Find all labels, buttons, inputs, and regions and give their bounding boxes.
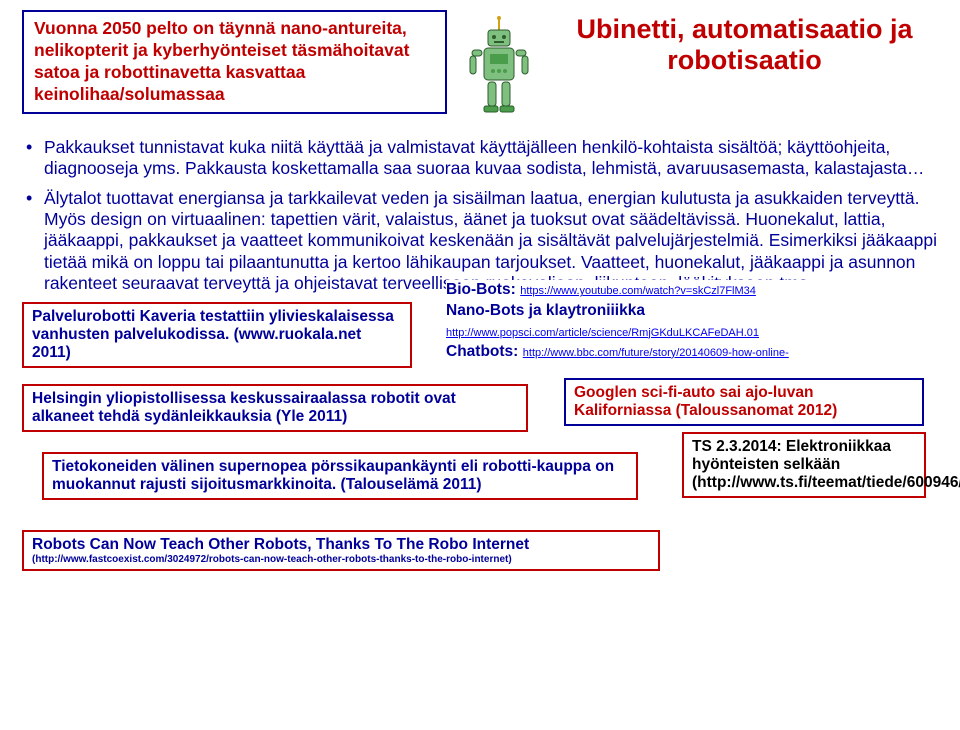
robots-teach-url: (http://www.fastcoexist.com/3024972/robo… (32, 554, 650, 565)
biobots-label: Bio-Bots: (446, 281, 516, 298)
bullet-text: Älytalot tuottavat energiansa ja tarkkai… (44, 188, 937, 293)
lower-boxes-area: Bio-Bots: https://www.youtube.com/watch?… (22, 302, 942, 602)
helsinki-box: Helsingin yliopistollisessa keskussairaa… (22, 384, 528, 432)
heading-text: Ubinetti, automatisaatio ja robotisaatio (576, 14, 912, 75)
robot-icon (455, 10, 543, 131)
google-text: Googlen sci-fi-auto sai ajo-luvan Kalifo… (574, 384, 837, 419)
bullet-list: Pakkaukset tunnistavat kuka niitä käyttä… (22, 137, 942, 294)
robots-teach-box: Robots Can Now Teach Other Robots, Thank… (22, 530, 660, 571)
helsinki-text: Helsingin yliopistollisessa keskussairaa… (32, 390, 456, 425)
robots-teach-title: Robots Can Now Teach Other Robots, Thank… (32, 536, 650, 554)
bullet-item: Pakkaukset tunnistavat kuka niitä käyttä… (22, 137, 942, 180)
intro-box: Vuonna 2050 pelto on täynnä nano-anturei… (22, 10, 447, 114)
links-block: Bio-Bots: https://www.youtube.com/watch?… (446, 280, 922, 362)
bullet-item: Älytalot tuottavat energiansa ja tarkkai… (22, 188, 942, 295)
slide-heading: Ubinetti, automatisaatio ja robotisaatio (551, 10, 942, 76)
nanobots-link[interactable]: http://www.popsci.com/article/science/Rm… (446, 327, 759, 339)
chatbots-link[interactable]: http://www.bbc.com/future/story/20140609… (523, 347, 789, 359)
bullet-text: Pakkaukset tunnistavat kuka niitä käyttä… (44, 137, 924, 178)
ts-box: TS 2.3.2014: Elektroniikkaa hyönteisten … (682, 432, 926, 498)
porssikauppa-text: Tietokoneiden välinen supernopea pörssik… (52, 458, 614, 493)
top-row: Vuonna 2050 pelto on täynnä nano-anturei… (22, 10, 942, 131)
google-box: Googlen sci-fi-auto sai ajo-luvan Kalifo… (564, 378, 924, 426)
ts-text: TS 2.3.2014: Elektroniikkaa hyönteisten … (692, 438, 960, 491)
porssikauppa-box: Tietokoneiden välinen supernopea pörssik… (42, 452, 638, 500)
palvelurobotti-box: Palvelurobotti Kaveria testattiin ylivie… (22, 302, 412, 368)
nanobots-label: Nano-Bots ja klaytroniiikka (446, 302, 645, 319)
intro-text: Vuonna 2050 pelto on täynnä nano-anturei… (34, 18, 409, 104)
palvelurobotti-text: Palvelurobotti Kaveria testattiin ylivie… (32, 308, 394, 361)
chatbots-label: Chatbots: (446, 343, 518, 360)
biobots-link[interactable]: https://www.youtube.com/watch?v=skCzl7Fl… (520, 285, 756, 297)
